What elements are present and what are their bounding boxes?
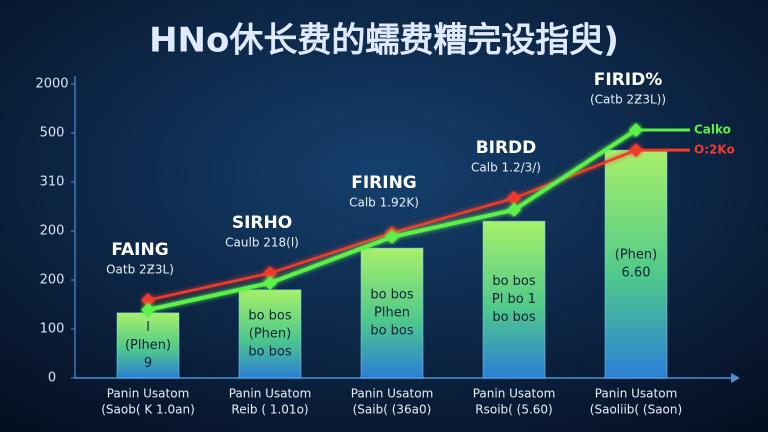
annotation-subtitle: (Catb 2Ƶ3L))	[590, 93, 666, 107]
x-tick-label: Panin Usatom	[229, 387, 312, 401]
bar	[482, 220, 546, 379]
bar-label: (Plhen)	[125, 338, 171, 353]
bar-label: Pl bo 1	[492, 292, 536, 307]
bar-label: 6.60	[622, 266, 651, 281]
y-tick-label: 310	[40, 175, 65, 190]
bar-label: (Phen)	[249, 326, 291, 341]
series-marker	[263, 266, 277, 281]
annotation-subtitle: Oatb 2Ƶ3L)	[106, 263, 174, 277]
x-tick-sublabel: (Saoliib( (Saon)	[590, 403, 682, 417]
y-tick-label: 500	[40, 126, 65, 141]
y-tick-label: 0	[48, 371, 56, 386]
x-tick-sublabel: Reib ( 1.01o)	[231, 403, 308, 417]
series-marker	[385, 229, 399, 244]
x-tick-sublabel: Rsoib( (5.60)	[475, 403, 552, 417]
annotation-subtitle: Calb 1.2/3/)	[471, 161, 541, 175]
series-marker	[263, 275, 277, 290]
x-tick-label: Panin Usatom	[473, 387, 556, 401]
series-marker	[507, 191, 521, 206]
x-tick-label: Panin Usatom	[351, 387, 434, 401]
annotation-title: SIRHO	[232, 213, 292, 233]
series-name: Calko	[694, 123, 731, 137]
bar-label: bo bos	[370, 324, 414, 339]
series-marker	[507, 202, 521, 217]
y-tick-label: 200	[40, 273, 65, 288]
annotation-title: FAING	[111, 240, 168, 260]
series-marker	[141, 302, 155, 317]
bar	[360, 247, 424, 379]
x-tick-label: Panin Usatom	[107, 387, 190, 401]
bar	[238, 289, 302, 379]
series-marker	[141, 293, 155, 308]
y-tick-label: 2000	[35, 77, 68, 92]
bar-label: bo bos	[492, 310, 536, 325]
bar-label: 9	[144, 356, 152, 371]
chart-title: HNo休长费的蠕费糟完设指臾)	[149, 21, 619, 61]
y-tick-label: 100	[40, 322, 65, 337]
bar-label: Plhen	[374, 306, 410, 321]
x-tick-sublabel: (Saib( (36a0)	[353, 403, 432, 417]
annotation-subtitle: Caulb 218(l)	[225, 236, 299, 250]
annotation-title: FIRID%	[594, 70, 663, 90]
bar-label: bo bos	[370, 288, 414, 303]
x-tick-label: Panin Usatom	[595, 387, 678, 401]
annotation-subtitle: Calb 1.92K)	[349, 195, 419, 209]
series-name: O:2Ko	[694, 143, 735, 157]
x-tick-sublabel: (Saob( K 1.0an)	[101, 403, 195, 417]
bar	[116, 312, 180, 379]
y-tick-label: 200	[40, 224, 65, 239]
bar-label: l	[146, 320, 150, 335]
annotation-title: FIRING	[351, 173, 417, 193]
bar-label: bo bos	[492, 274, 536, 289]
x-axis-arrow	[731, 373, 740, 383]
bar-label: bo bos	[248, 344, 292, 359]
bar	[604, 149, 668, 379]
bar-label: (Phen)	[615, 248, 657, 263]
annotation-title: BIRDD	[476, 138, 537, 158]
bar-label: bo bos	[248, 308, 292, 323]
